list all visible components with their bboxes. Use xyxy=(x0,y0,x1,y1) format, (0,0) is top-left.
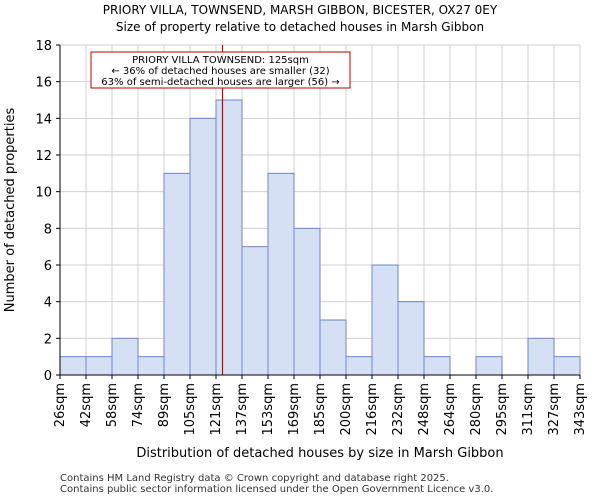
x-tick-label: 264sqm xyxy=(443,383,458,436)
x-tick-label: 137sqm xyxy=(235,383,250,436)
y-tick-label: 6 xyxy=(44,259,52,274)
bar xyxy=(475,356,503,376)
footer-licence: Contains public sector information licen… xyxy=(60,484,494,495)
chart-title: PRIORY VILLA, TOWNSEND, MARSH GIBBON, BI… xyxy=(102,3,498,17)
bar xyxy=(267,172,295,376)
x-tick-label: 216sqm xyxy=(365,383,380,436)
y-tick-label: 0 xyxy=(44,369,52,384)
y-tick-label: 12 xyxy=(35,149,52,164)
annotation-box: PRIORY VILLA TOWNSEND: 125sqm← 36% of de… xyxy=(90,51,351,89)
chart-subtitle: Size of property relative to detached ho… xyxy=(115,20,485,34)
x-tick-label: 169sqm xyxy=(287,383,302,436)
x-tick-label: 74sqm xyxy=(131,383,146,427)
y-tick-labels: 0 2 4 6 8 10 12 14 16 18 xyxy=(35,39,52,384)
y-tick-label: 10 xyxy=(35,186,52,201)
annotation-line: ← 36% of detached houses are smaller (32… xyxy=(111,66,329,77)
x-tick-label: 311sqm xyxy=(521,383,536,436)
bars xyxy=(59,99,581,376)
x-tick-label: 153sqm xyxy=(261,383,276,436)
x-tick-label: 58sqm xyxy=(105,383,120,427)
x-tick-label: 248sqm xyxy=(417,383,432,436)
y-tick-label: 14 xyxy=(35,112,52,127)
x-tick-label: 89sqm xyxy=(157,383,172,427)
bar xyxy=(527,337,555,376)
bar xyxy=(163,172,191,376)
bar xyxy=(371,264,399,376)
bar xyxy=(215,99,243,376)
y-tick-label: 4 xyxy=(44,296,52,311)
x-tick-label: 121sqm xyxy=(209,383,224,436)
x-tick-label: 280sqm xyxy=(469,383,484,436)
bar xyxy=(319,319,347,376)
x-axis-label: Distribution of detached houses by size … xyxy=(136,446,503,461)
bar xyxy=(111,337,139,376)
x-tick-label: 232sqm xyxy=(391,383,406,436)
x-tick-label: 295sqm xyxy=(495,383,510,436)
bar xyxy=(423,356,451,376)
y-tick-label: 8 xyxy=(44,222,52,237)
x-tick-label: 200sqm xyxy=(339,383,354,436)
bar xyxy=(345,356,373,376)
bar xyxy=(137,356,165,376)
y-tick-label: 18 xyxy=(35,39,52,54)
y-axis-label: Number of detached properties xyxy=(3,108,18,313)
bar-chart: 0 2 4 6 8 10 12 14 16 18 26sqm 42sqm 58sqm 74sqm 89sq… xyxy=(3,39,588,461)
bar xyxy=(59,356,87,376)
bar xyxy=(85,356,113,376)
annotation-line: PRIORY VILLA TOWNSEND: 125sqm xyxy=(132,55,309,66)
y-tick-label: 16 xyxy=(35,76,52,91)
x-tick-labels: 26sqm 42sqm 58sqm 74sqm 89sqm 105sqm 121sqm 137… xyxy=(53,383,588,436)
bar xyxy=(293,227,321,376)
bar xyxy=(553,356,581,376)
y-tick-label: 2 xyxy=(44,332,52,347)
x-tick-label: 105sqm xyxy=(183,383,198,436)
x-tick-label: 26sqm xyxy=(53,383,68,427)
annotation-line: 63% of semi-detached houses are larger (… xyxy=(101,77,339,88)
x-tick-label: 343sqm xyxy=(573,383,588,436)
x-tick-label: 185sqm xyxy=(313,383,328,436)
bar xyxy=(397,301,425,376)
annotation-frame xyxy=(90,51,351,89)
bar xyxy=(189,117,217,376)
x-tick-label: 42sqm xyxy=(79,383,94,427)
axes xyxy=(56,44,581,379)
bar xyxy=(241,246,269,376)
footer-copyright: Contains HM Land Registry data © Crown c… xyxy=(60,473,449,484)
x-tick-label: 327sqm xyxy=(547,383,562,436)
